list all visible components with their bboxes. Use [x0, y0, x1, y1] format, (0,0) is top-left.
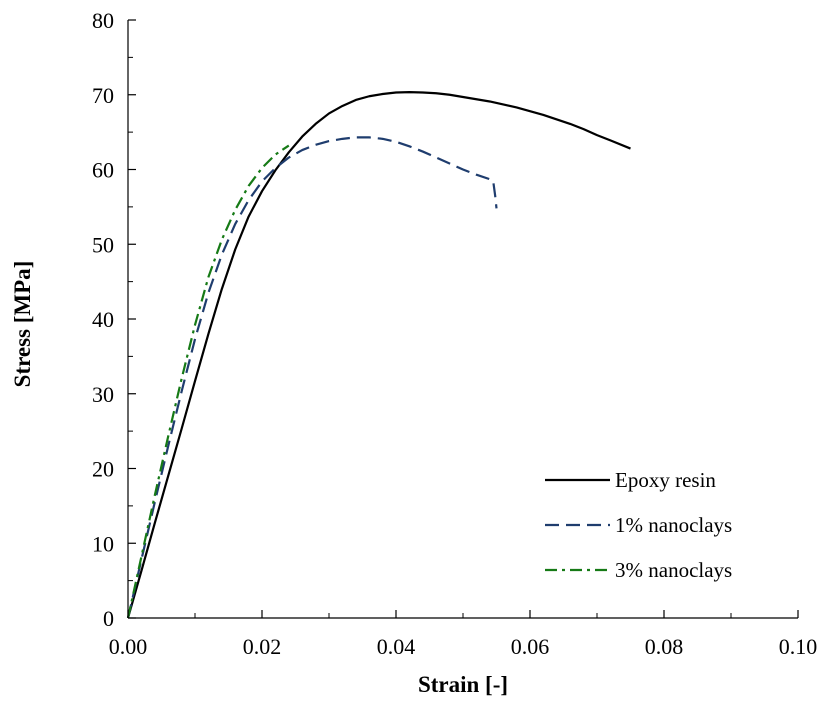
legend-label-1: Epoxy resin [615, 468, 716, 492]
series-line-2 [126, 136, 498, 619]
series-line-3 [126, 144, 290, 619]
legend-label-2: 1% nanoclays [615, 513, 732, 537]
ticks: 0.00 0.02 0.04 0.06 0.08 0.10 0 10 20 30 40 50 60 70 8… [92, 8, 817, 659]
y-tick-label: 80 [92, 8, 114, 33]
x-axis-title: Strain [-] [418, 672, 508, 697]
legend-label-3: 3% nanoclays [615, 558, 732, 582]
legend: Epoxy resin 1% nanoclays 3% nanoclays [545, 468, 732, 582]
x-tick-label: 0.00 [109, 634, 148, 659]
y-tick-label: 20 [92, 457, 114, 482]
x-tick-label: 0.10 [779, 634, 818, 659]
y-tick-label: 10 [92, 531, 114, 556]
y-tick-label: 60 [92, 158, 114, 183]
x-tick-label: 0.02 [243, 634, 282, 659]
y-tick-label: 70 [92, 83, 114, 108]
y-tick-label: 0 [103, 606, 114, 631]
y-tick-label: 30 [92, 382, 114, 407]
y-tick-label: 40 [92, 307, 114, 332]
y-tick-label: 50 [92, 232, 114, 257]
y-axis-title: Stress [MPa] [10, 261, 35, 388]
x-tick-label: 0.04 [377, 634, 416, 659]
series-line-1 [126, 91, 631, 619]
x-tick-label: 0.06 [511, 634, 550, 659]
x-tick-label: 0.08 [645, 634, 684, 659]
series-layer [126, 91, 631, 619]
